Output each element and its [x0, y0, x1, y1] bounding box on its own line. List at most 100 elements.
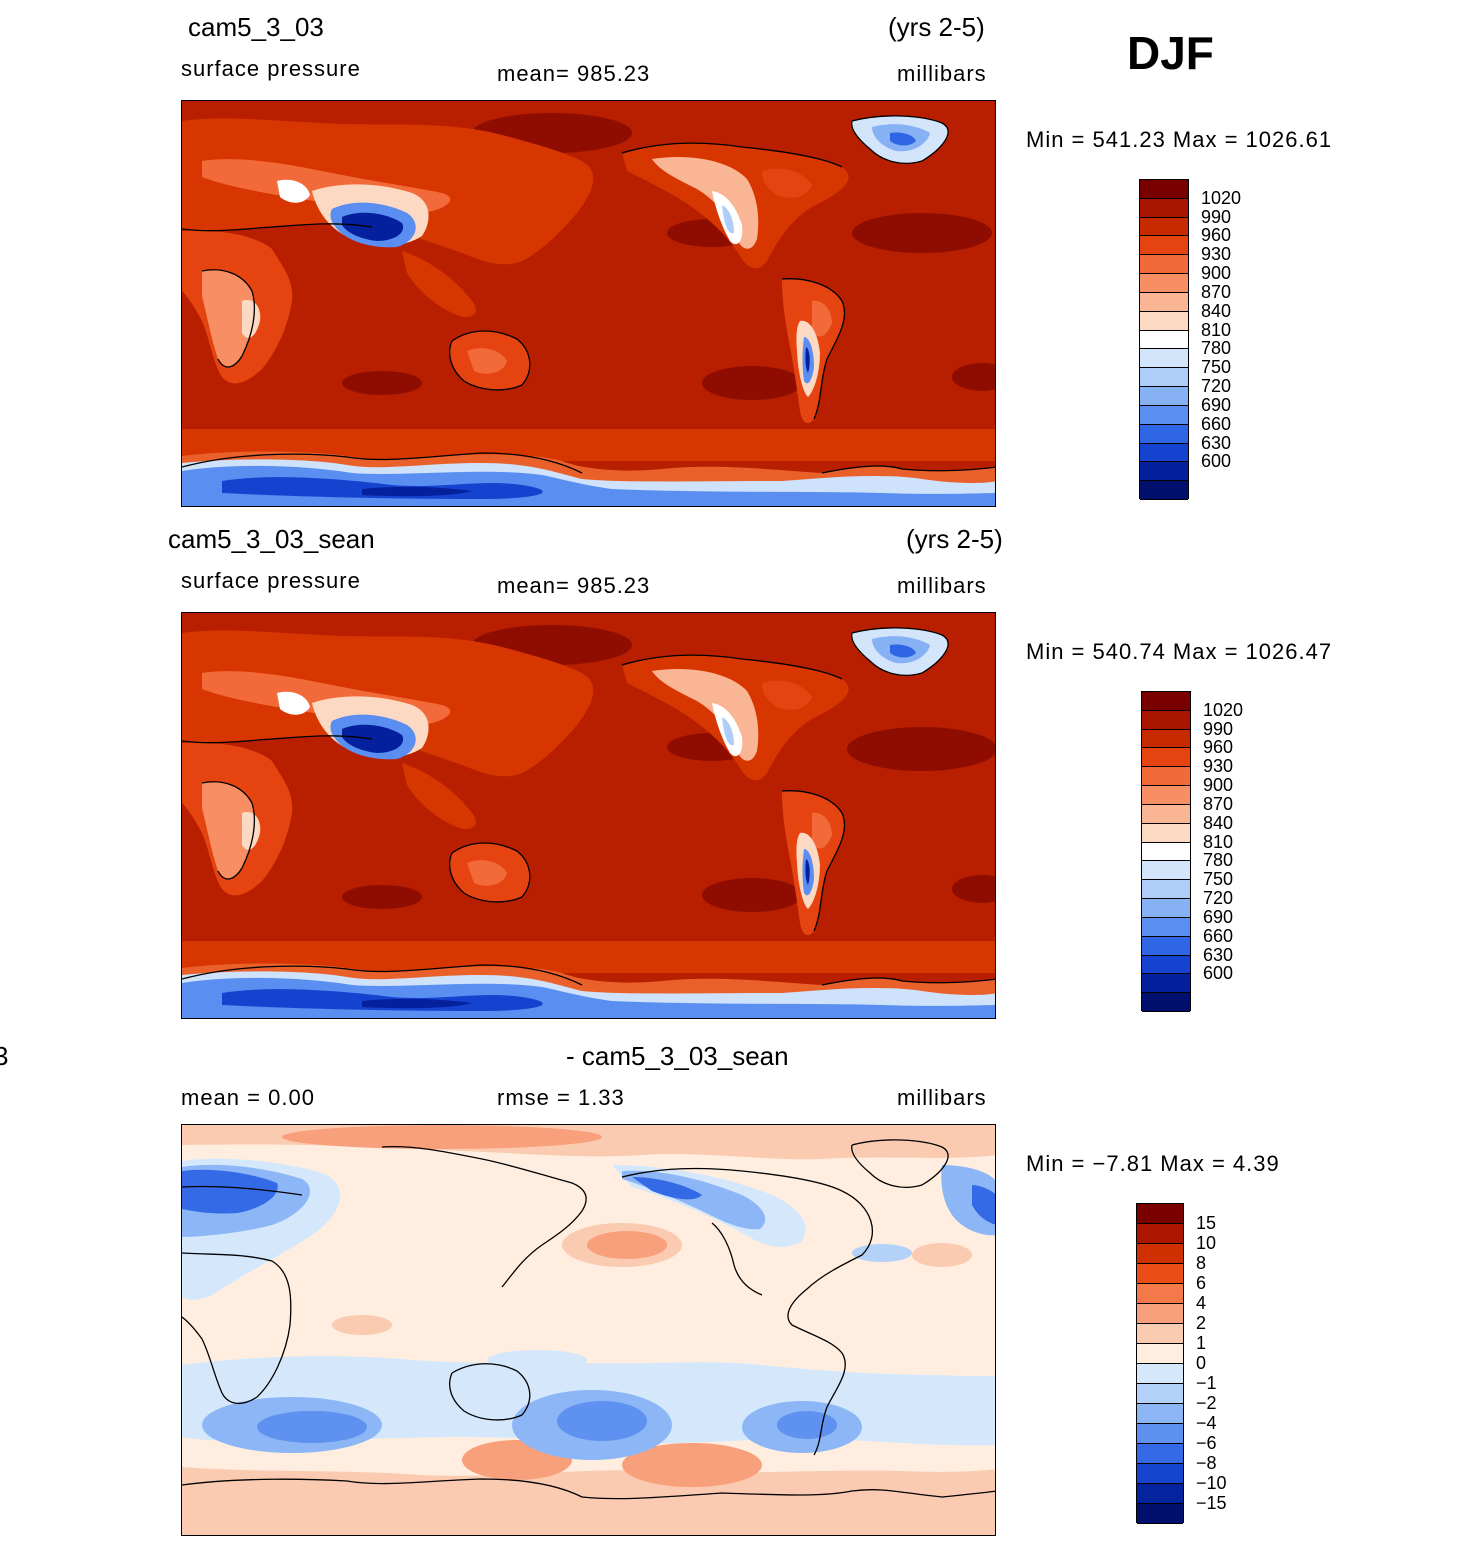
panel1-colorbar-box	[1139, 179, 1189, 500]
colorbar-segment	[1142, 748, 1190, 768]
colorbar-tick-label: −10	[1196, 1473, 1227, 1493]
panel3-map	[181, 1124, 996, 1536]
colorbar-segment	[1137, 1204, 1183, 1224]
colorbar-segment	[1140, 481, 1188, 500]
colorbar-tick-label: −8	[1196, 1453, 1217, 1473]
panel1-units: millibars	[897, 61, 987, 86]
colorbar-segment	[1137, 1424, 1183, 1444]
colorbar-segment	[1142, 974, 1190, 994]
colorbar-tick-label: 690	[1203, 906, 1234, 927]
colorbar-tick-label: 990	[1203, 718, 1234, 739]
panel2-mean: mean= 985.23	[497, 573, 651, 598]
colorbar-segment	[1140, 405, 1188, 425]
colorbar-tick-label: 690	[1201, 394, 1232, 415]
colorbar-tick-label: 990	[1201, 206, 1232, 227]
colorbar-segment	[1142, 710, 1190, 730]
panel3-units: millibars	[897, 1085, 987, 1110]
colorbar-segment	[1142, 842, 1190, 862]
colorbar-segment	[1142, 936, 1190, 956]
colorbar-segment	[1140, 180, 1188, 199]
colorbar-segment	[1137, 1364, 1183, 1384]
colorbar-tick-label: 930	[1203, 756, 1234, 777]
colorbar-segment	[1137, 1404, 1183, 1424]
colorbar-segment	[1137, 1384, 1183, 1404]
panel2-map-svg	[182, 613, 995, 1018]
colorbar-tick-label: 750	[1201, 357, 1232, 378]
panel2-years: (yrs 2-5)	[906, 524, 1003, 554]
panel3-rmse: rmse = 1.33	[497, 1085, 625, 1110]
colorbar-segment	[1140, 387, 1188, 406]
colorbar-tick-label: 600	[1203, 963, 1234, 984]
panel1-mean: mean= 985.23	[497, 61, 651, 86]
panel3-mean: mean = 0.00	[181, 1085, 315, 1110]
colorbar-segment	[1137, 1504, 1183, 1524]
colorbar-segment	[1142, 804, 1190, 824]
colorbar-tick-label: −1	[1196, 1373, 1217, 1393]
colorbar-tick-label: 720	[1201, 376, 1232, 397]
colorbar-tick-label: 900	[1203, 775, 1234, 796]
colorbar-tick-label: 900	[1201, 263, 1232, 284]
colorbar-segment	[1142, 880, 1190, 900]
colorbar-segment	[1142, 729, 1190, 749]
colorbar-segment	[1137, 1244, 1183, 1264]
panel2-case-name: cam5_3_03_sean	[168, 524, 375, 554]
colorbar-segment	[1142, 917, 1190, 937]
colorbar-tick-label: 630	[1203, 944, 1234, 965]
colorbar-tick-label: 780	[1203, 850, 1234, 871]
colorbar-segment	[1140, 368, 1188, 388]
panel3-minmax: Min = −7.81 Max = 4.39	[1026, 1151, 1280, 1176]
colorbar-segment	[1140, 349, 1188, 369]
panel1-map	[181, 100, 996, 507]
panel2-units: millibars	[897, 573, 987, 598]
colorbar-tick-label: −6	[1196, 1433, 1217, 1453]
panel1-years: (yrs 2-5)	[888, 12, 985, 42]
colorbar-segment	[1140, 198, 1188, 218]
colorbar-segment	[1142, 955, 1190, 975]
colorbar-segment	[1142, 692, 1190, 711]
colorbar-tick-label: 870	[1201, 281, 1232, 302]
colorbar-tick-label: 960	[1201, 225, 1232, 246]
colorbar-tick-label: 6	[1196, 1273, 1207, 1293]
colorbar-segment	[1142, 767, 1190, 787]
panel2-variable: surface pressure	[181, 568, 361, 593]
colorbar-tick-label: 0	[1196, 1353, 1207, 1373]
colorbar-segment	[1140, 255, 1188, 275]
colorbar-segment	[1137, 1464, 1183, 1484]
panel2-colorbar-box	[1141, 691, 1191, 1012]
colorbar-segment	[1142, 786, 1190, 805]
colorbar-tick-label: 1020	[1201, 187, 1242, 208]
panel3-map-svg	[182, 1125, 995, 1535]
panel2-minmax: Min = 540.74 Max = 1026.47	[1026, 639, 1333, 664]
colorbar-tick-label: 810	[1203, 831, 1234, 852]
colorbar-tick-label: −2	[1196, 1393, 1217, 1413]
colorbar-segment	[1137, 1224, 1183, 1244]
colorbar-tick-label: −15	[1196, 1493, 1227, 1513]
colorbar-tick-label: 840	[1203, 812, 1234, 833]
colorbar-tick-label: 630	[1201, 432, 1232, 453]
colorbar-tick-label: 960	[1203, 737, 1234, 758]
colorbar-segment	[1137, 1344, 1183, 1364]
colorbar-tick-label: 750	[1203, 869, 1234, 890]
colorbar-segment	[1142, 899, 1190, 918]
colorbar-segment	[1140, 311, 1188, 331]
colorbar-tick-label: 8	[1196, 1253, 1207, 1273]
colorbar-segment	[1137, 1324, 1183, 1344]
colorbar-tick-label: −4	[1196, 1413, 1217, 1433]
colorbar-tick-label: 840	[1201, 300, 1232, 321]
colorbar-tick-label: 4	[1196, 1293, 1207, 1313]
panel1-case-name: cam5_3_03	[188, 12, 324, 42]
colorbar-tick-label: 1020	[1203, 699, 1244, 720]
colorbar-segment	[1142, 823, 1190, 843]
colorbar-segment	[1140, 330, 1188, 350]
colorbar-tick-label: 660	[1203, 925, 1234, 946]
colorbar-tick-label: 870	[1203, 793, 1234, 814]
colorbar-segment	[1137, 1264, 1183, 1284]
colorbar-segment	[1140, 424, 1188, 444]
colorbar-segment	[1142, 861, 1190, 881]
colorbar-tick-label: 15	[1196, 1213, 1217, 1233]
colorbar-segment	[1140, 217, 1188, 237]
colorbar-tick-label: 1	[1196, 1333, 1207, 1353]
colorbar-segment	[1140, 462, 1188, 482]
panel3-case-name: - cam5_3_03_sean	[566, 1041, 789, 1071]
colorbar-tick-label: 10	[1196, 1233, 1217, 1253]
